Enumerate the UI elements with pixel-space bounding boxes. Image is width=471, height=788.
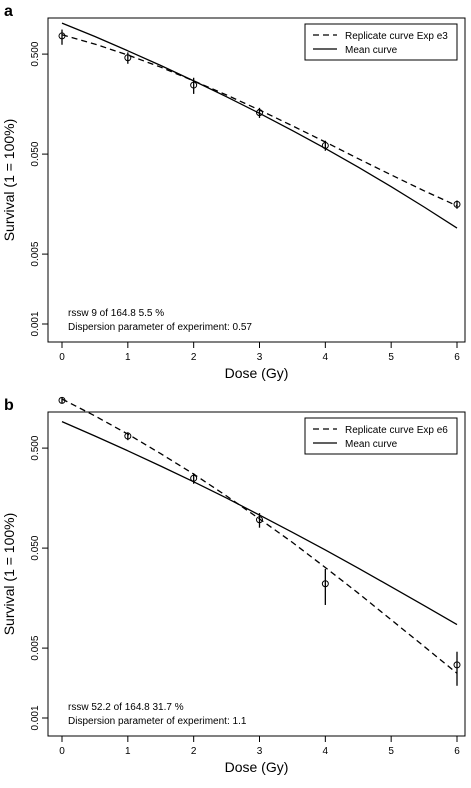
data-point — [256, 516, 263, 524]
x-tick-label: 2 — [191, 352, 197, 363]
data-point — [321, 580, 329, 588]
x-tick-label: 4 — [323, 352, 329, 363]
x-tick-label: 1 — [125, 352, 131, 363]
x-tick-label: 3 — [257, 352, 263, 363]
y-axis-label: Survival (1 = 100%) — [1, 119, 17, 242]
y-tick-label: 0.500 — [30, 41, 41, 66]
y-tick-label: 0.500 — [30, 435, 41, 460]
data-point — [124, 432, 132, 440]
data-point — [190, 81, 198, 89]
data-point — [453, 200, 461, 208]
x-tick-label: 2 — [191, 746, 197, 757]
x-tick-label: 6 — [454, 746, 460, 757]
annotation-text: rssw 9 of 164.8 5.5 % — [68, 308, 164, 319]
y-tick-label: 0.001 — [30, 311, 41, 336]
annotation-text: rssw 52.2 of 164.8 31.7 % — [68, 702, 184, 713]
data-point — [58, 396, 66, 404]
y-tick-label: 0.001 — [30, 705, 41, 730]
y-tick-label: 0.005 — [30, 241, 41, 266]
legend-label: Replicate curve Exp e6 — [345, 425, 448, 436]
panel-label: a — [4, 3, 13, 20]
x-tick-label: 6 — [454, 352, 460, 363]
data-point — [453, 661, 461, 669]
annotation-text: Dispersion parameter of experiment: 0.57 — [68, 322, 252, 333]
panel-label: b — [4, 397, 14, 414]
x-tick-label: 3 — [257, 746, 263, 757]
x-tick-label: 1 — [125, 746, 131, 757]
y-tick-label: 0.050 — [30, 535, 41, 560]
legend-label: Replicate curve Exp e3 — [345, 31, 448, 42]
data-point — [58, 32, 66, 40]
x-tick-label: 0 — [59, 352, 65, 363]
panel-a: a 0 1 2 3 4 5 6 0.001 0.005 0.050 0.500 Dose (Gy) Sur… — [1, 3, 466, 381]
y-tick-label: 0.005 — [30, 635, 41, 660]
legend-box — [304, 23, 458, 61]
x-tick-label: 4 — [323, 746, 329, 757]
x-axis-label: Dose (Gy) — [225, 759, 289, 775]
x-axis-label: Dose (Gy) — [225, 365, 289, 381]
chart-a: a 0 1 2 3 4 5 6 0.001 0.005 0.050 0.500 Dose (Gy) Sur… — [1, 3, 466, 381]
x-tick-label: 0 — [59, 746, 65, 757]
data-point — [321, 141, 329, 149]
y-axis-label: Survival (1 = 100%) — [1, 513, 17, 636]
legend-label: Mean curve — [345, 45, 398, 56]
plot-frame — [47, 17, 466, 343]
data-point — [190, 474, 198, 482]
y-tick-label: 0.050 — [30, 141, 41, 166]
x-tick-label: 5 — [388, 352, 394, 363]
x-tick-label: 5 — [388, 746, 394, 757]
legend-label: Mean curve — [345, 439, 398, 450]
data-point — [124, 54, 132, 62]
panel-b: b 0 1 2 3 4 5 6 0.001 0.005 0.050 0.500 Dose (Gy) Sur… — [0, 394, 471, 788]
data-point — [256, 109, 263, 117]
plot-frame — [47, 411, 466, 737]
chart-b: b 0 1 2 3 4 5 6 0.001 0.005 0.050 0.500 Dose (Gy) Sur… — [1, 396, 466, 775]
annotation-text: Dispersion parameter of experiment: 1.1 — [68, 716, 247, 727]
legend-box — [304, 417, 458, 455]
